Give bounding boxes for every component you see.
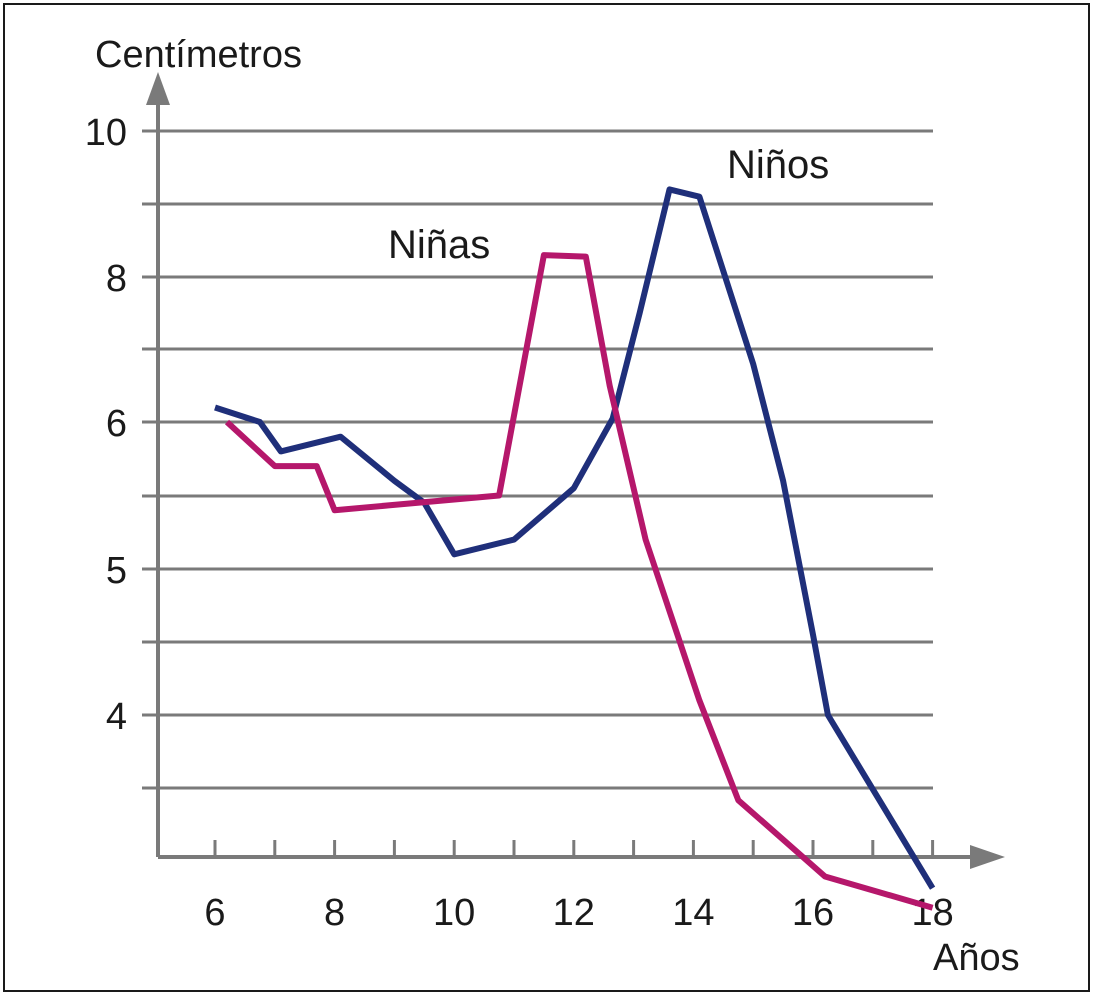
y-tick-label: 8 <box>106 258 127 300</box>
series-line-ninas <box>224 252 934 911</box>
y-tick-label: 5 <box>106 550 127 592</box>
axes <box>146 72 1005 869</box>
series-lines <box>214 186 936 911</box>
tick-labels: 6 8 10 12 14 16 18 4 5 6 8 10 <box>85 112 954 934</box>
x-axis-arrow <box>970 845 1005 869</box>
grid-lines <box>158 129 933 790</box>
series-label-ninas: Niñas <box>388 223 490 267</box>
x-tick-label: 6 <box>204 892 225 934</box>
series-line-ninos <box>214 186 936 890</box>
series-label-ninos: Niños <box>727 143 829 187</box>
tick-marks <box>142 129 935 857</box>
x-tick-label: 12 <box>553 892 595 934</box>
y-tick-label: 6 <box>106 403 127 445</box>
y-tick-label: 10 <box>85 112 127 154</box>
y-axis-arrow <box>146 72 170 105</box>
x-tick-label: 14 <box>672 892 714 934</box>
x-tick-label: 8 <box>324 892 345 934</box>
x-tick-label: 10 <box>433 892 475 934</box>
x-axis-title: Años <box>933 937 1020 979</box>
y-tick-label: 4 <box>106 696 127 738</box>
y-axis-title: Centímetros <box>95 34 302 76</box>
x-tick-label: 16 <box>792 892 834 934</box>
x-tick-label: 18 <box>911 892 953 934</box>
